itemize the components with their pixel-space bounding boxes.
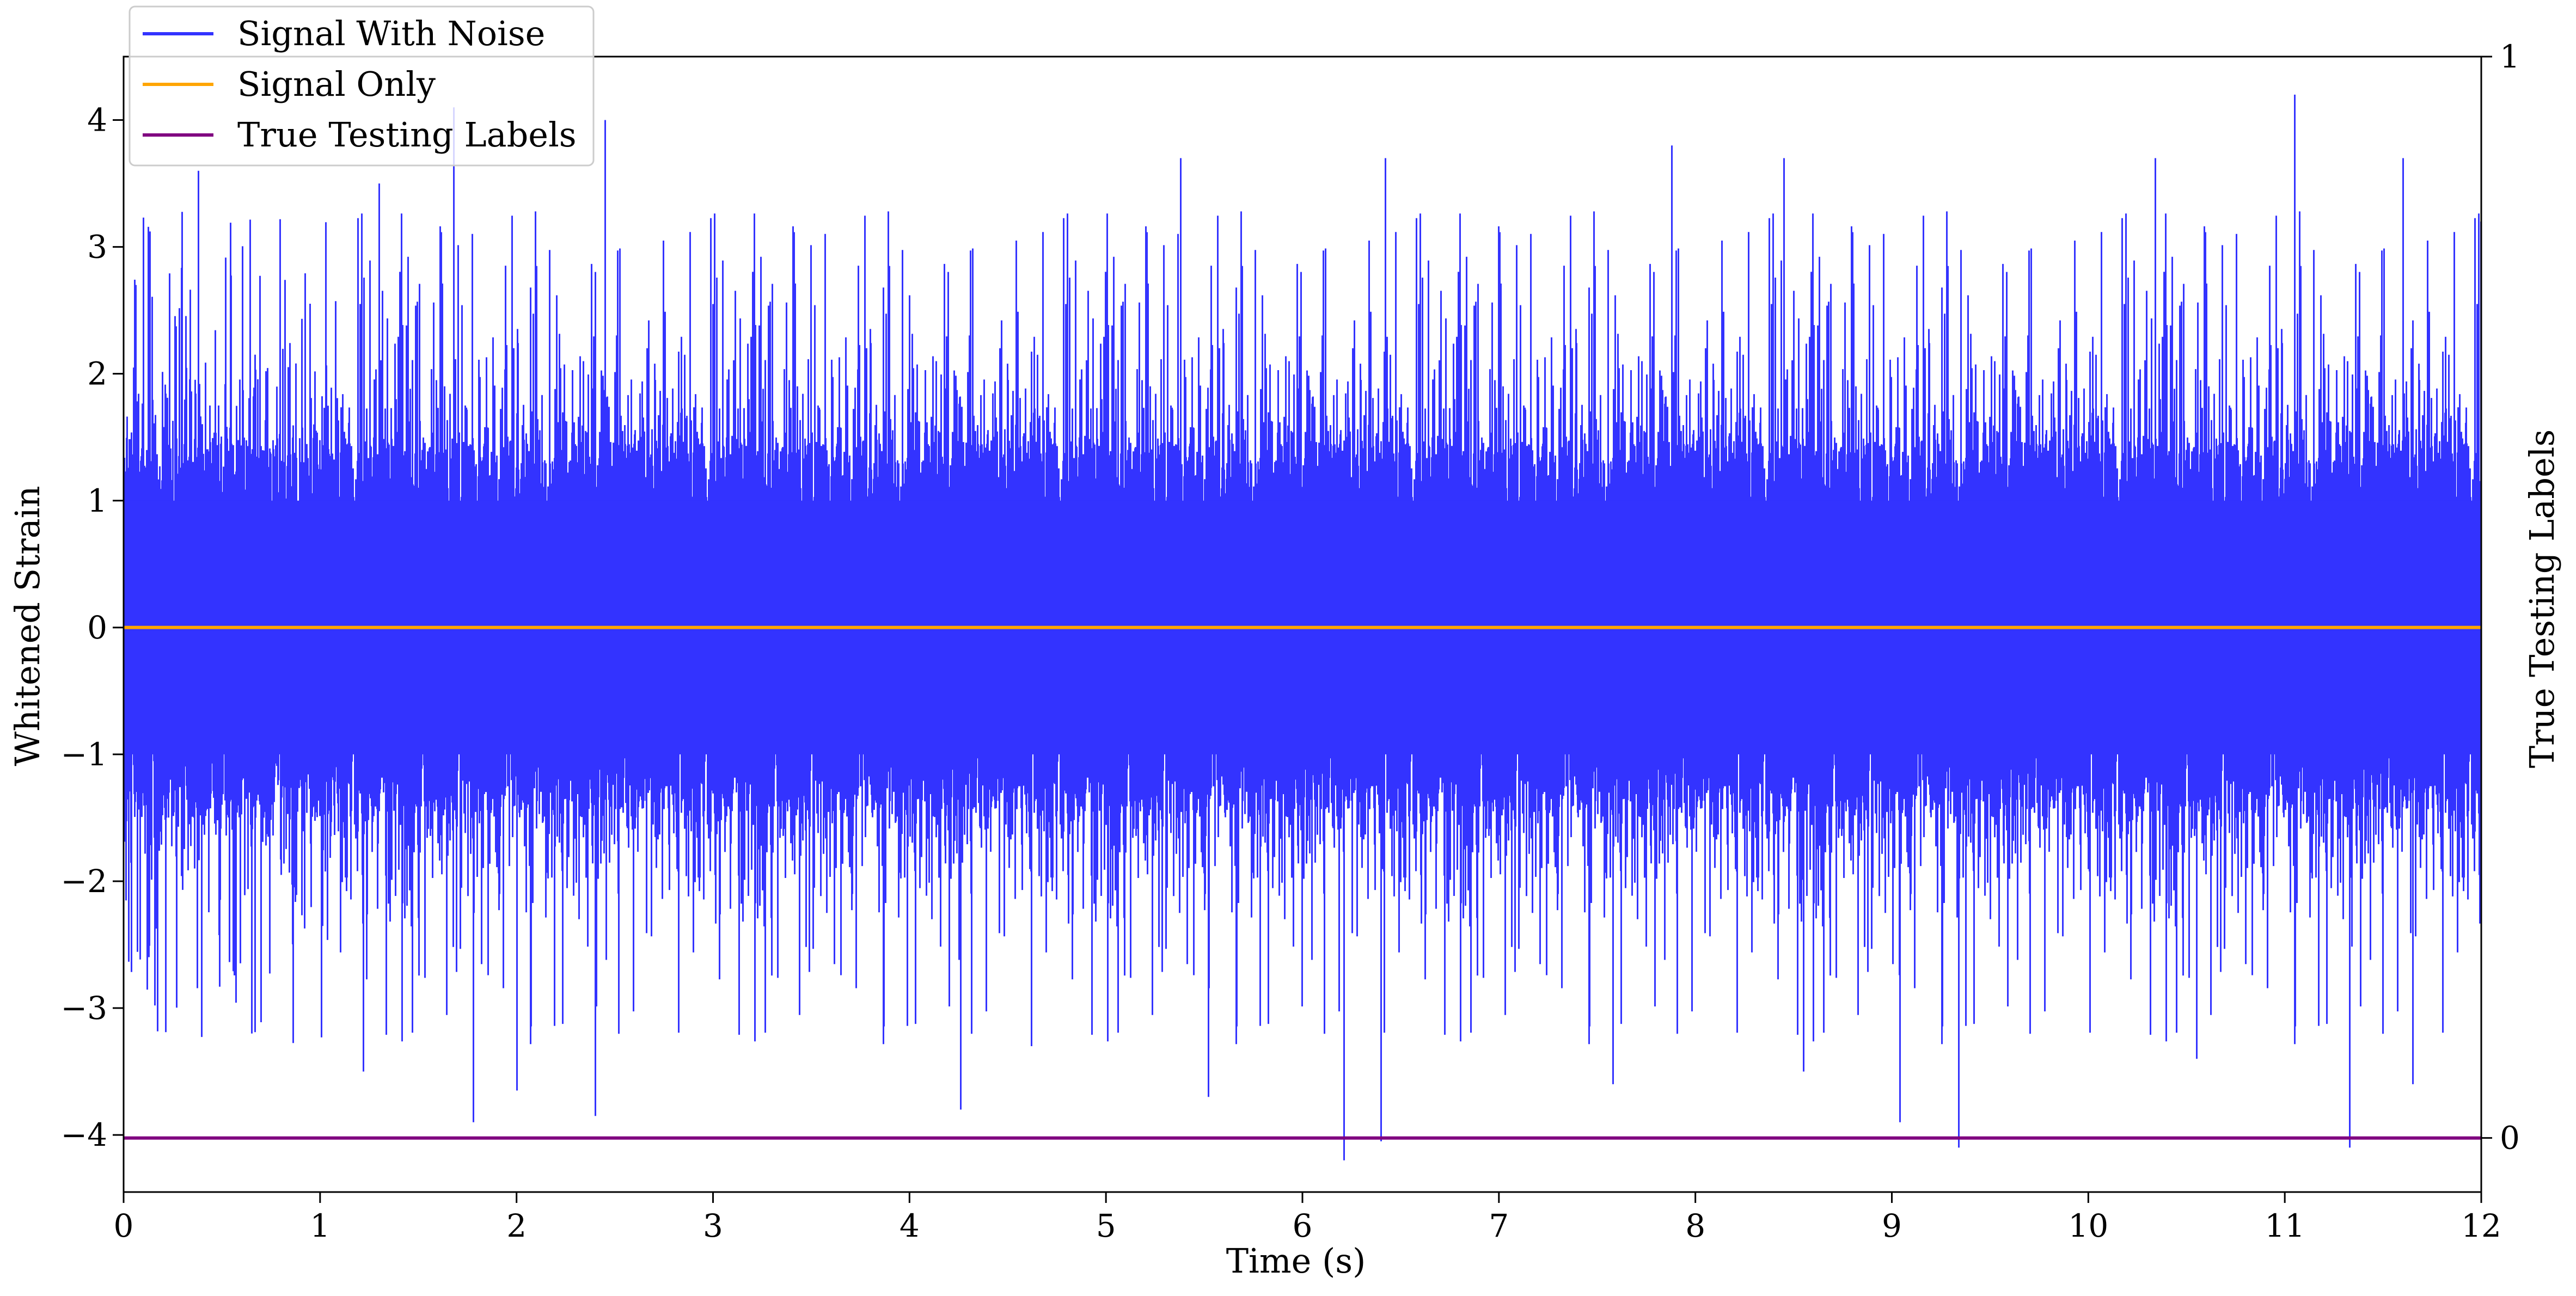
y-tick-label: −3 xyxy=(61,990,108,1027)
x-tick-label: 11 xyxy=(2265,1207,2305,1244)
x-tick-label: 8 xyxy=(1685,1207,1705,1244)
x-tick-label: 3 xyxy=(703,1207,723,1244)
legend-label-signal-only: Signal Only xyxy=(237,64,436,104)
legend: Signal With Noise Signal Only True Testi… xyxy=(129,5,595,167)
x-tick-label: 1 xyxy=(310,1207,330,1244)
y-axis-right-label: True Testing Labels xyxy=(2522,429,2562,769)
x-tick-label: 2 xyxy=(506,1207,527,1244)
y-axis-right-ticks: 10 xyxy=(2481,38,2520,1157)
y-tick-label: 1 xyxy=(87,482,107,519)
y-axis-label: Whitened Strain xyxy=(8,486,47,766)
x-tick-label: 9 xyxy=(1882,1207,1902,1244)
x-tick-label: 0 xyxy=(114,1207,134,1244)
x-axis-ticks: 0 1 2 3 4 5 6 7 8 9 10 11 12 xyxy=(114,1192,2501,1244)
x-tick-label: 5 xyxy=(1096,1207,1116,1244)
x-tick-label: 12 xyxy=(2461,1207,2501,1244)
x-tick-label: 7 xyxy=(1489,1207,1509,1244)
y-right-tick-label: 0 xyxy=(2500,1120,2520,1157)
y-right-tick-label: 1 xyxy=(2500,38,2520,75)
y-tick-label: 3 xyxy=(87,229,107,266)
legend-frame xyxy=(129,5,595,167)
legend-label-true-testing-labels: True Testing Labels xyxy=(237,115,577,155)
y-axis-ticks: 4 3 2 1 0 −1 −2 −3 −4 xyxy=(61,102,124,1153)
y-tick-label: 0 xyxy=(87,609,107,646)
x-axis-label: Time (s) xyxy=(1226,1241,1366,1281)
y-tick-label: −4 xyxy=(61,1116,108,1153)
x-tick-label: 10 xyxy=(2068,1207,2108,1244)
legend-label-signal-with-noise: Signal With Noise xyxy=(237,14,545,53)
x-tick-label: 6 xyxy=(1293,1207,1313,1244)
y-tick-label: 2 xyxy=(87,355,107,392)
line-series-layer xyxy=(124,625,2481,1140)
y-tick-label: −2 xyxy=(61,863,108,900)
x-tick-label: 4 xyxy=(900,1207,920,1244)
y-tick-label: 4 xyxy=(87,102,107,139)
y-tick-label: −1 xyxy=(61,736,108,773)
